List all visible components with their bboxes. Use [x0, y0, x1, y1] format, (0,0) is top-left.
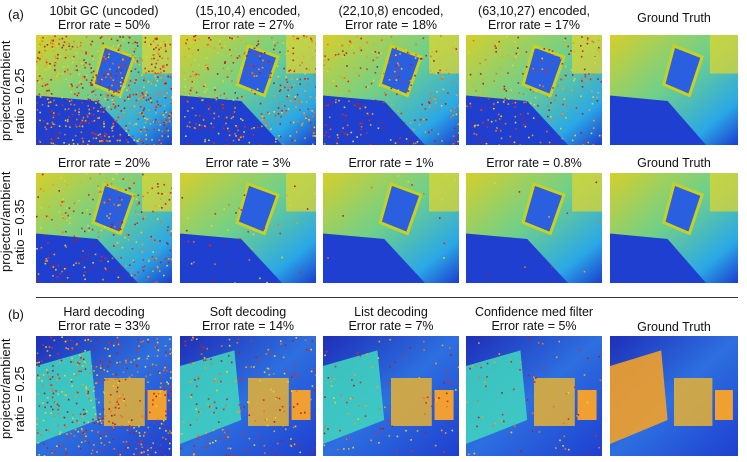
depth-map-a2-p1	[36, 173, 172, 283]
row-label-a1: projector/ambient ratio = 0.25	[0, 41, 31, 141]
caption-line: Hard decoding	[63, 305, 145, 319]
caption-line: Soft decoding	[209, 305, 287, 319]
caption-line: 10bit GC (uncoded)	[49, 4, 159, 18]
caption-a2-p1: Error rate = 20%	[36, 156, 172, 170]
caption-line: Error rate = 33%	[57, 319, 151, 333]
caption-line: Error rate = 27%	[201, 18, 295, 32]
section-divider	[36, 297, 738, 298]
caption-a2-p4: Error rate = 0.8%	[466, 156, 602, 170]
row-label-b1: projector/ambient ratio = 0.25	[0, 339, 31, 439]
depth-map-graphic	[466, 336, 602, 456]
caption-line: (15,10,4) encoded,	[195, 4, 301, 18]
caption-a1-p4: (63,10,27) encoded, Error rate = 17%	[466, 4, 602, 32]
depth-map-graphic	[323, 336, 459, 456]
caption-a1-p2: (15,10,4) encoded, Error rate = 27%	[180, 4, 316, 32]
caption-line: (22,10,8) encoded,	[338, 4, 444, 18]
depth-map-graphic	[36, 336, 172, 456]
depth-map-b1-gt	[610, 336, 738, 456]
depth-map-graphic	[610, 173, 738, 283]
caption-a2-p2: Error rate = 3%	[180, 156, 316, 170]
depth-map-graphic	[466, 35, 602, 145]
caption-b1-p3: List decoding Error rate = 7%	[323, 305, 459, 333]
depth-map-graphic	[180, 336, 316, 456]
depth-map-graphic	[610, 336, 738, 456]
depth-map-graphic	[36, 35, 172, 145]
caption-b1-p1: Hard decoding Error rate = 33%	[36, 305, 172, 333]
depth-map-graphic	[323, 173, 459, 283]
caption-line: (63,10,27) encoded,	[478, 4, 590, 18]
caption-a1-p5: Ground Truth	[610, 11, 738, 25]
caption-b1-p5: Ground Truth	[610, 320, 738, 334]
depth-map-b1-p3	[323, 336, 459, 456]
depth-map-a1-gt	[610, 35, 738, 145]
caption-line: Confidence med filter	[474, 305, 594, 319]
depth-map-graphic	[36, 173, 172, 283]
caption-line: Ground Truth	[637, 320, 711, 334]
depth-map-a2-p4	[466, 173, 602, 283]
row-label-a2: projector/ambient ratio = 0.35	[0, 172, 31, 272]
depth-map-a1-p2	[180, 35, 316, 145]
depth-map-a2-p3	[323, 173, 459, 283]
depth-map-graphic	[610, 35, 738, 145]
caption-line: Error rate = 3%	[205, 156, 291, 170]
depth-map-a2-gt	[610, 173, 738, 283]
caption-line: Error rate = 5%	[491, 319, 577, 333]
depth-map-a2-p2	[180, 173, 316, 283]
caption-a1-p1: 10bit GC (uncoded) Error rate = 50%	[36, 4, 172, 32]
caption-line: Error rate = 14%	[201, 319, 295, 333]
row-label-b1-line2: ratio = 0.25	[12, 366, 27, 432]
depth-map-a1-p1	[36, 35, 172, 145]
caption-b1-p2: Soft decoding Error rate = 14%	[180, 305, 316, 333]
depth-map-b1-p1	[36, 336, 172, 456]
section-label-a: (a)	[8, 7, 24, 22]
caption-line: Error rate = 18%	[344, 18, 438, 32]
depth-map-a1-p3	[323, 35, 459, 145]
caption-line: Error rate = 20%	[57, 156, 151, 170]
depth-map-b1-p2	[180, 336, 316, 456]
caption-a2-p3: Error rate = 1%	[323, 156, 459, 170]
depth-map-graphic	[466, 173, 602, 283]
depth-map-graphic	[323, 35, 459, 145]
caption-line: List decoding	[354, 305, 428, 319]
caption-line: Ground Truth	[637, 11, 711, 25]
caption-b1-p4: Confidence med filter Error rate = 5%	[466, 305, 602, 333]
depth-map-graphic	[180, 173, 316, 283]
row-label-a2-line2: ratio = 0.35	[12, 199, 27, 265]
caption-line: Error rate = 7%	[348, 319, 434, 333]
depth-map-graphic	[180, 35, 316, 145]
caption-a1-p3: (22,10,8) encoded, Error rate = 18%	[323, 4, 459, 32]
row-label-a1-line2: ratio = 0.25	[12, 68, 27, 134]
caption-line: Error rate = 17%	[487, 18, 581, 32]
caption-line: Error rate = 50%	[57, 18, 151, 32]
caption-line: Error rate = 1%	[348, 156, 434, 170]
depth-map-b1-p4	[466, 336, 602, 456]
depth-map-a1-p4	[466, 35, 602, 145]
caption-line: Ground Truth	[637, 156, 711, 170]
caption-a2-p5: Ground Truth	[610, 156, 738, 170]
section-label-b: (b)	[8, 307, 24, 322]
caption-line: Error rate = 0.8%	[486, 156, 582, 170]
